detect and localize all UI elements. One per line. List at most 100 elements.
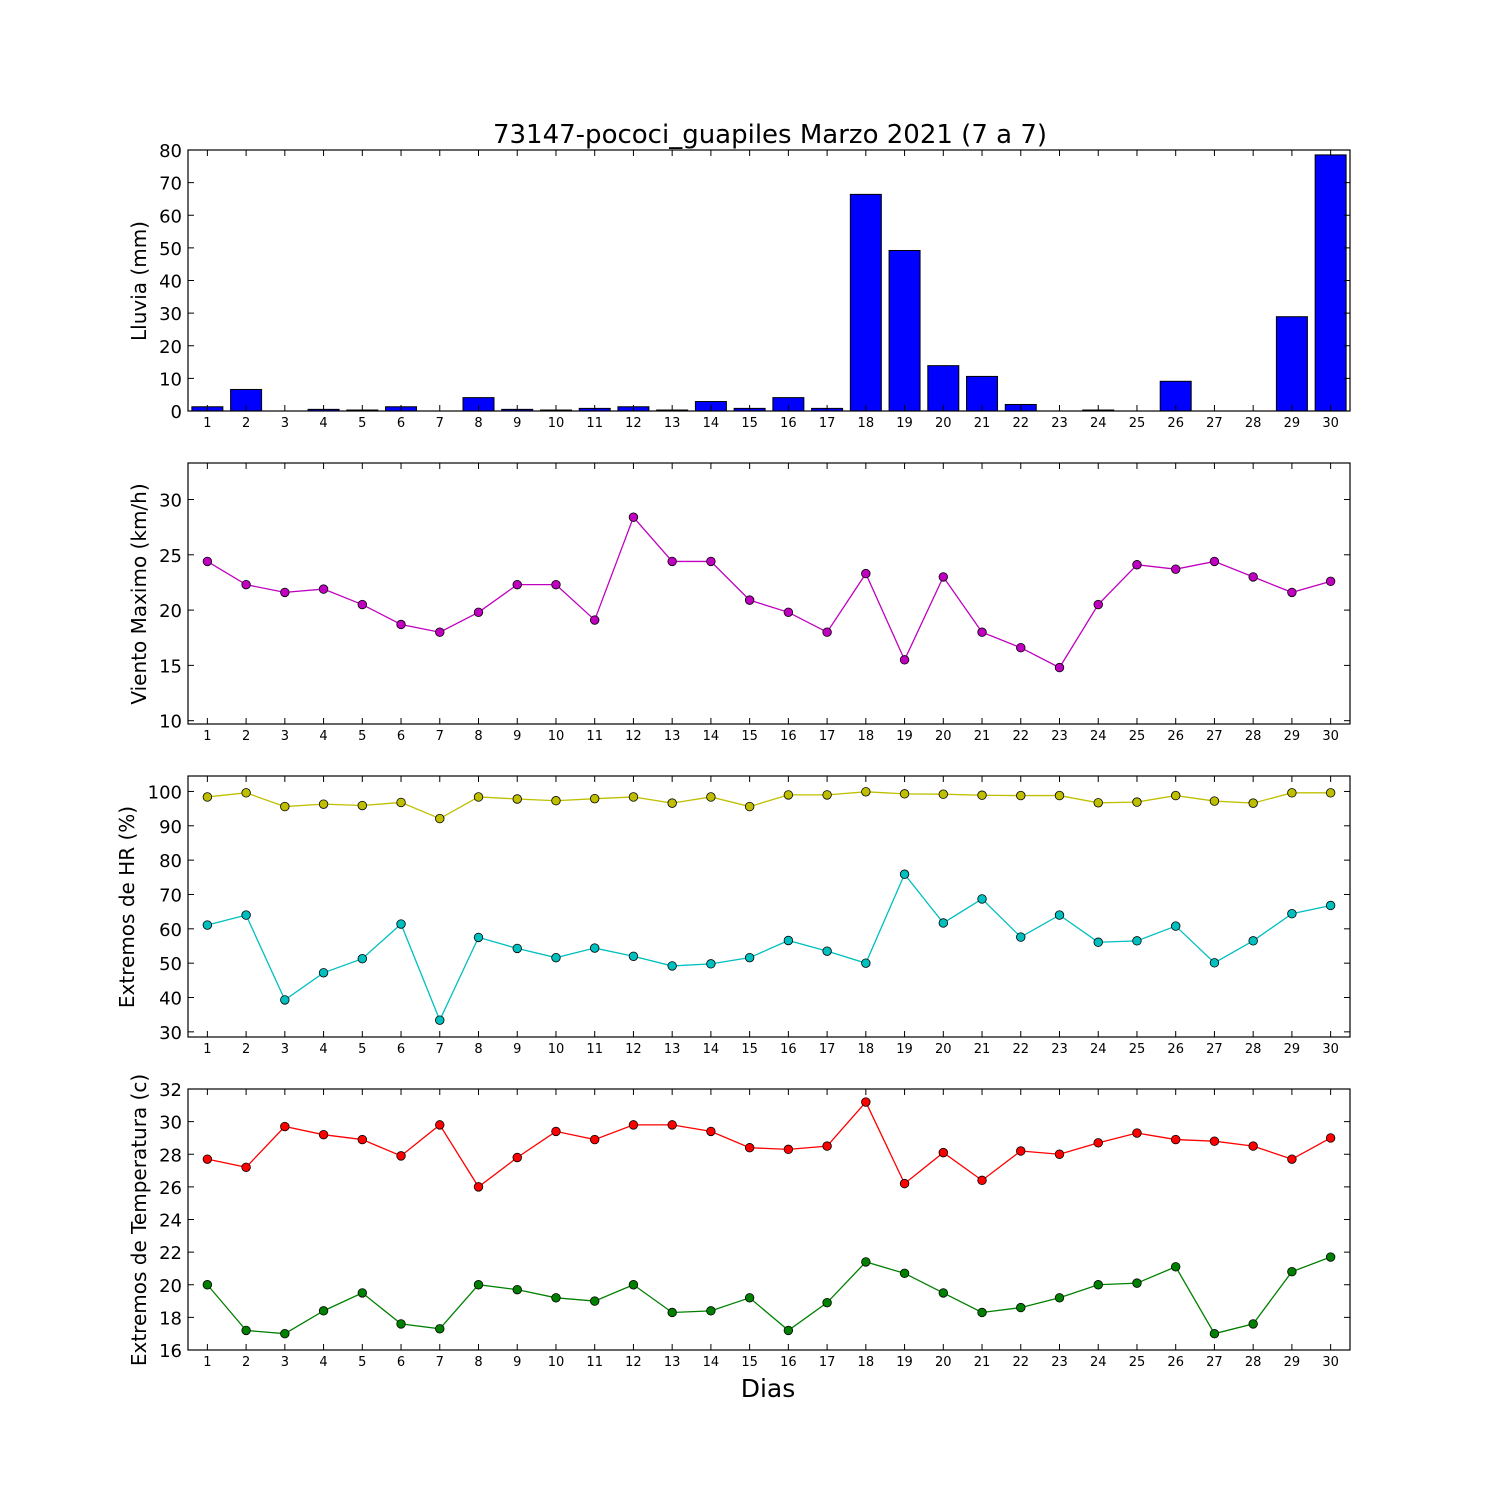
- temperature-y-tick-label: 28: [159, 1145, 182, 1166]
- temperature-x-tick-label: 27: [1206, 1355, 1223, 1370]
- rain-x-tick-label: 11: [586, 416, 603, 431]
- temperature-series-0-line: [207, 1100, 1331, 1188]
- temperature-series-1-point-4: [318, 1306, 329, 1316]
- temperature-series-0-point-18: [861, 1097, 871, 1107]
- temperature-series-0-point-6: [396, 1151, 406, 1161]
- humidity-x-tick-label: 9: [513, 1042, 521, 1057]
- x-axis-label: Dias: [741, 1374, 796, 1403]
- temperature-x-tick-label: 19: [896, 1355, 913, 1370]
- humidity-x-tick-label: 25: [1129, 1042, 1146, 1057]
- temperature-series-1-point-21: [977, 1307, 987, 1318]
- humidity-x-tick-label: 13: [664, 1042, 681, 1057]
- wind-series-0-point-23: [1054, 662, 1065, 673]
- temperature-series-0-point-23: [1054, 1149, 1065, 1159]
- temperature-series-0-point-24: [1093, 1138, 1103, 1148]
- temperature-series-1-point-20: [938, 1288, 949, 1298]
- temperature-series-0-point-22: [1016, 1146, 1026, 1156]
- humidity-x-tick-label: 2: [242, 1042, 250, 1057]
- wind-series-0-point-29: [1287, 587, 1297, 598]
- humidity-series-1-point-14: [706, 959, 716, 969]
- temperature-series-1-point-15: [744, 1293, 755, 1303]
- humidity-series-1-point-16: [783, 935, 794, 946]
- rain-x-tick-label: 26: [1167, 416, 1184, 431]
- humidity-series-1-point-2: [241, 910, 251, 920]
- humidity-series-1-point-5: [357, 954, 368, 964]
- temperature-x-tick-label: 8: [474, 1355, 482, 1370]
- rain-x-tick-label: 25: [1129, 416, 1146, 431]
- humidity-series-1-point-1: [202, 920, 213, 930]
- humidity-series-1-line: [207, 872, 1331, 1022]
- rain-y-axis-label: Lluvia (mm): [127, 221, 151, 341]
- humidity-x-tick-label: 15: [741, 1042, 758, 1057]
- wind-y-tick-label: 25: [159, 546, 182, 567]
- humidity-series-1-point-15: [744, 952, 755, 963]
- wind-x-tick-label: 28: [1245, 729, 1262, 744]
- humidity-x-tick-label: 21: [974, 1042, 991, 1057]
- humidity-y-axis-label: Extremos de HR (%): [115, 806, 139, 1008]
- rain-x-tick-label: 30: [1322, 416, 1339, 431]
- rain-y-tick-label: 20: [159, 337, 182, 358]
- wind-x-tick-label: 27: [1206, 729, 1223, 744]
- temperature-x-tick-label: 11: [586, 1355, 603, 1370]
- wind-x-tick-label: 13: [664, 729, 681, 744]
- rain-y-tick-label: 60: [159, 206, 182, 227]
- humidity-x-tick-label: 6: [397, 1042, 405, 1057]
- humidity-series-1-point-26: [1170, 921, 1181, 931]
- temperature-x-tick-label: 1: [203, 1355, 211, 1370]
- wind-x-tick-label: 26: [1167, 729, 1184, 744]
- wind-series-0-point-11: [590, 615, 600, 625]
- rain-x-tick-label: 5: [358, 416, 366, 431]
- temperature-series-0-point-27: [1209, 1136, 1220, 1146]
- humidity-y-tick-label: 40: [159, 989, 182, 1010]
- wind-series-0-point-24: [1093, 599, 1103, 610]
- humidity-x-tick-label: 12: [625, 1042, 642, 1057]
- chart-title: 73147-pococi_guapiles Marzo 2021 (7 a 7): [493, 120, 1047, 150]
- humidity-x-tick-label: 23: [1051, 1042, 1068, 1057]
- wind-x-tick-label: 9: [513, 729, 521, 744]
- wind-series-0-point-13: [667, 556, 677, 567]
- temperature-series-0-point-2: [241, 1162, 251, 1173]
- wind-x-tick-label: 14: [703, 729, 720, 744]
- temperature-series-1-line: [206, 1256, 1331, 1335]
- rain-bar-29: [1275, 316, 1308, 412]
- temperature-x-tick-label: 23: [1051, 1355, 1068, 1370]
- humidity-series-1-point-13: [667, 961, 677, 971]
- temperature-series-0-point-11: [590, 1134, 600, 1145]
- humidity-series-0-point-12: [628, 792, 639, 802]
- humidity-series-1-point-22: [1016, 932, 1026, 942]
- temperature-series-0-point-29: [1287, 1154, 1297, 1164]
- wind-y-axis-label: Viento Maximo (km/h): [127, 483, 151, 704]
- wind-series-0-point-18: [861, 568, 871, 579]
- wind-x-tick-label: 15: [741, 729, 758, 744]
- rain-x-tick-label: 19: [896, 416, 913, 431]
- wind-series-0-point-9: [512, 579, 522, 590]
- humidity-x-tick-label: 5: [358, 1042, 366, 1057]
- temperature-y-axis-label: Extremos de Temperatura (c): [127, 1074, 151, 1366]
- temperature-series-1-point-25: [1132, 1278, 1142, 1288]
- temperature-x-tick-label: 10: [548, 1355, 565, 1370]
- wind-series-0-point-10: [551, 579, 561, 590]
- humidity-x-tick-label: 16: [780, 1042, 797, 1057]
- wind-series-0-point-30: [1325, 576, 1336, 587]
- wind-series-0-point-26: [1170, 564, 1181, 574]
- rain-x-tick-label: 15: [741, 416, 758, 431]
- temperature-x-tick-label: 2: [242, 1355, 250, 1370]
- rain-bar-18: [849, 193, 882, 412]
- temperature-y-tick-label: 32: [159, 1080, 182, 1101]
- humidity-y-tick-label: 30: [159, 1023, 182, 1044]
- rain-bar-20: [927, 365, 960, 412]
- humidity-x-tick-label: 17: [819, 1042, 836, 1057]
- humidity-series-1-point-7: [435, 1015, 445, 1025]
- humidity-series-0-point-11: [590, 793, 600, 804]
- humidity-x-tick-label: 22: [1012, 1042, 1029, 1057]
- humidity-x-tick-label: 29: [1284, 1042, 1301, 1057]
- humidity-y-tick-label: 70: [159, 885, 182, 906]
- temperature-series-0-point-17: [822, 1141, 832, 1151]
- humidity-series-1-point-20: [938, 918, 949, 928]
- wind-x-tick-label: 22: [1012, 729, 1029, 744]
- temperature-x-tick-label: 3: [281, 1355, 289, 1370]
- humidity-series-1-point-8: [473, 932, 484, 943]
- wind-series-0-point-4: [318, 584, 329, 594]
